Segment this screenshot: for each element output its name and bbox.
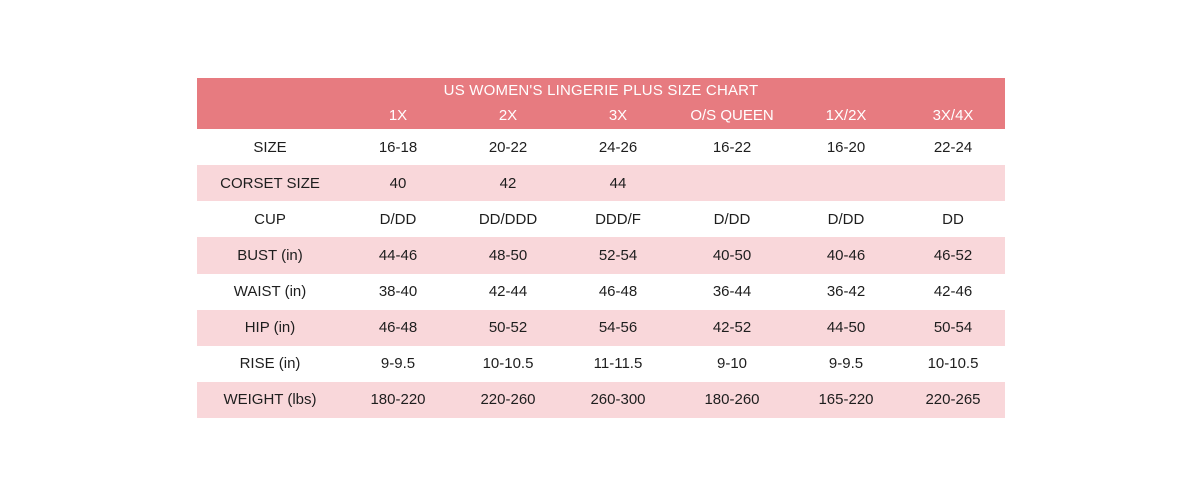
table-cell: 36-42 xyxy=(826,283,866,301)
column-header-2x: 2X xyxy=(498,107,518,124)
table-cell: 48-50 xyxy=(488,246,528,264)
table-cell: DD xyxy=(942,210,964,228)
size-table: SIZE 16-18 20-22 24-26 16-22 16-20 22-24 CORSET… xyxy=(197,129,1005,418)
table-body: SIZE 16-18 20-22 24-26 16-22 16-20 22-24 CORSET… xyxy=(197,129,1005,418)
table-cell: 180-220 xyxy=(370,391,426,409)
table-cell: 40-50 xyxy=(712,246,752,264)
table-cell: D/DD xyxy=(713,210,751,228)
table-cell: 50-52 xyxy=(488,319,528,337)
table-cell: 22-24 xyxy=(933,138,973,156)
table-cell: 40-46 xyxy=(826,246,866,264)
table-row: WEIGHT (lbs) 180-220 220-260 260-300 180-260… xyxy=(197,381,1005,418)
table-row: HIP (in) 46-48 50-52 54-56 42-52 44-50 50-54 xyxy=(197,309,1005,346)
table-cell: 16-20 xyxy=(826,138,866,156)
table-cell xyxy=(901,165,1005,201)
table-cell: 44 xyxy=(609,174,627,192)
size-chart: US WOMEN'S LINGERIE PLUS SIZE CHART 1X 2… xyxy=(197,78,1005,418)
table-cell: 11-11.5 xyxy=(593,355,643,373)
table-cell: D/DD xyxy=(379,210,417,228)
table-cell: DD/DDD xyxy=(478,210,538,228)
row-label: SIZE xyxy=(253,138,287,156)
row-label: RISE (in) xyxy=(239,355,301,373)
table-cell: 46-48 xyxy=(598,283,638,301)
table-cell: 46-52 xyxy=(933,246,973,264)
table-row: CORSET SIZE 40 42 44 xyxy=(197,165,1005,202)
table-cell: 54-56 xyxy=(598,319,638,337)
row-label: WAIST (in) xyxy=(233,283,307,301)
table-cell: 46-48 xyxy=(378,319,418,337)
table-cell xyxy=(791,165,901,201)
table-cell: 10-10.5 xyxy=(482,355,534,373)
column-header-3x: 3X xyxy=(608,107,628,124)
column-header-os-queen: O/S QUEEN xyxy=(690,107,774,124)
row-label: CORSET SIZE xyxy=(220,174,320,192)
table-cell: 9-10 xyxy=(716,355,748,373)
table-row: BUST (in) 44-46 48-50 52-54 40-50 40-46 46-52 xyxy=(197,237,1005,274)
column-header-3x-4x: 3X/4X xyxy=(932,107,974,124)
table-cell: 38-40 xyxy=(378,283,418,301)
table-cell: 42-46 xyxy=(933,283,973,301)
table-cell: 260-300 xyxy=(590,391,646,409)
table-cell: 10-10.5 xyxy=(927,355,979,373)
table-row: CUP D/DD DD/DDD DDD/F D/DD D/DD DD xyxy=(197,201,1005,238)
table-cell: 16-22 xyxy=(712,138,752,156)
table-cell: 16-18 xyxy=(378,138,418,156)
table-row: RISE (in) 9-9.5 10-10.5 11-11.5 9-10 9-9.5 10-… xyxy=(197,345,1005,382)
table-row: SIZE 16-18 20-22 24-26 16-22 16-20 22-24 xyxy=(197,129,1005,166)
table-cell: 220-260 xyxy=(480,391,536,409)
table-cell: 42-44 xyxy=(488,283,528,301)
table-cell: DDD/F xyxy=(595,210,641,228)
table-cell: 9-9.5 xyxy=(380,355,416,373)
table-cell: 165-220 xyxy=(818,391,874,409)
column-header-blank xyxy=(197,105,343,127)
table-row: WAIST (in) 38-40 42-44 46-48 36-44 36-42 42-46 xyxy=(197,273,1005,310)
table-cell: 40 xyxy=(389,174,407,192)
table-cell: 42 xyxy=(499,174,517,192)
table-cell: 20-22 xyxy=(488,138,528,156)
column-headers: 1X 2X 3X O/S QUEEN 1X/2X 3X/4X xyxy=(197,105,1005,127)
column-header-1x-2x: 1X/2X xyxy=(825,107,867,124)
row-label: HIP (in) xyxy=(244,319,296,337)
column-header-1x: 1X xyxy=(388,107,408,124)
row-label: CUP xyxy=(254,210,286,228)
table-cell: 52-54 xyxy=(598,246,638,264)
table-cell: 24-26 xyxy=(598,138,638,156)
table-cell: 44-50 xyxy=(826,319,866,337)
chart-header: US WOMEN'S LINGERIE PLUS SIZE CHART 1X 2… xyxy=(197,78,1005,129)
chart-title: US WOMEN'S LINGERIE PLUS SIZE CHART xyxy=(443,82,759,99)
row-label: WEIGHT (lbs) xyxy=(223,391,317,409)
table-cell: 9-9.5 xyxy=(828,355,864,373)
table-cell: 50-54 xyxy=(933,319,973,337)
table-cell: D/DD xyxy=(827,210,865,228)
table-cell: 42-52 xyxy=(712,319,752,337)
table-cell: 36-44 xyxy=(712,283,752,301)
table-cell: 220-265 xyxy=(925,391,981,409)
table-cell: 180-260 xyxy=(704,391,760,409)
table-cell: 44-46 xyxy=(378,246,418,264)
row-label: BUST (in) xyxy=(237,246,303,264)
table-cell xyxy=(673,165,791,201)
